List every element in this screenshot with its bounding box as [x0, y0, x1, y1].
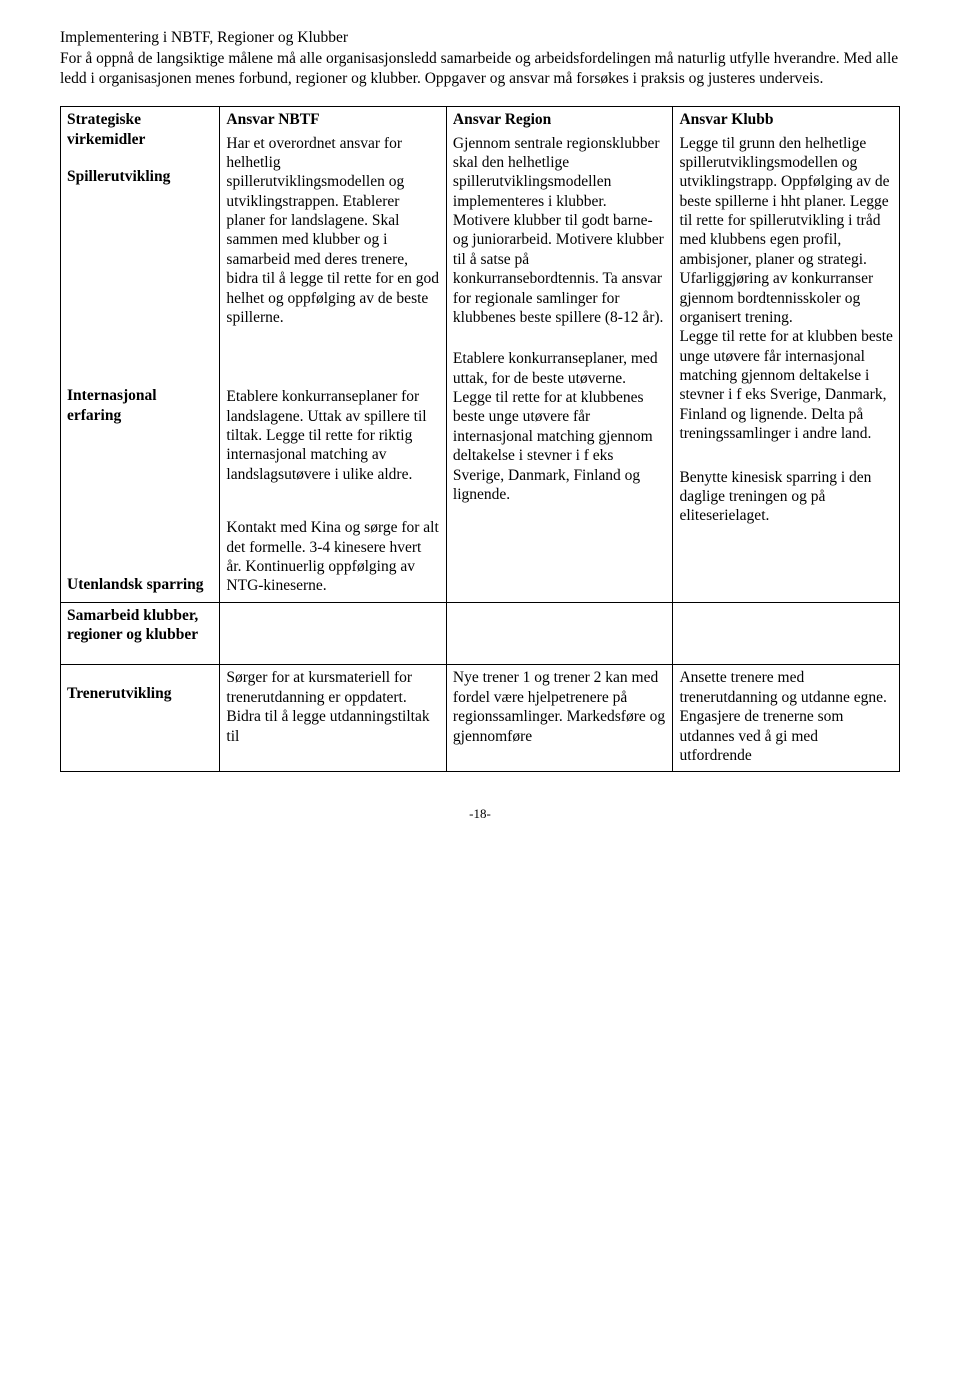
intro-heading: Implementering i NBTF, Regioner og Klubb… [60, 28, 900, 47]
page-number: -18- [60, 806, 900, 822]
intro-body: For å oppnå de langsiktige målene må all… [60, 49, 900, 88]
responsibility-table: Strategiske virkemidlerSpillerutviklingI… [60, 106, 900, 772]
